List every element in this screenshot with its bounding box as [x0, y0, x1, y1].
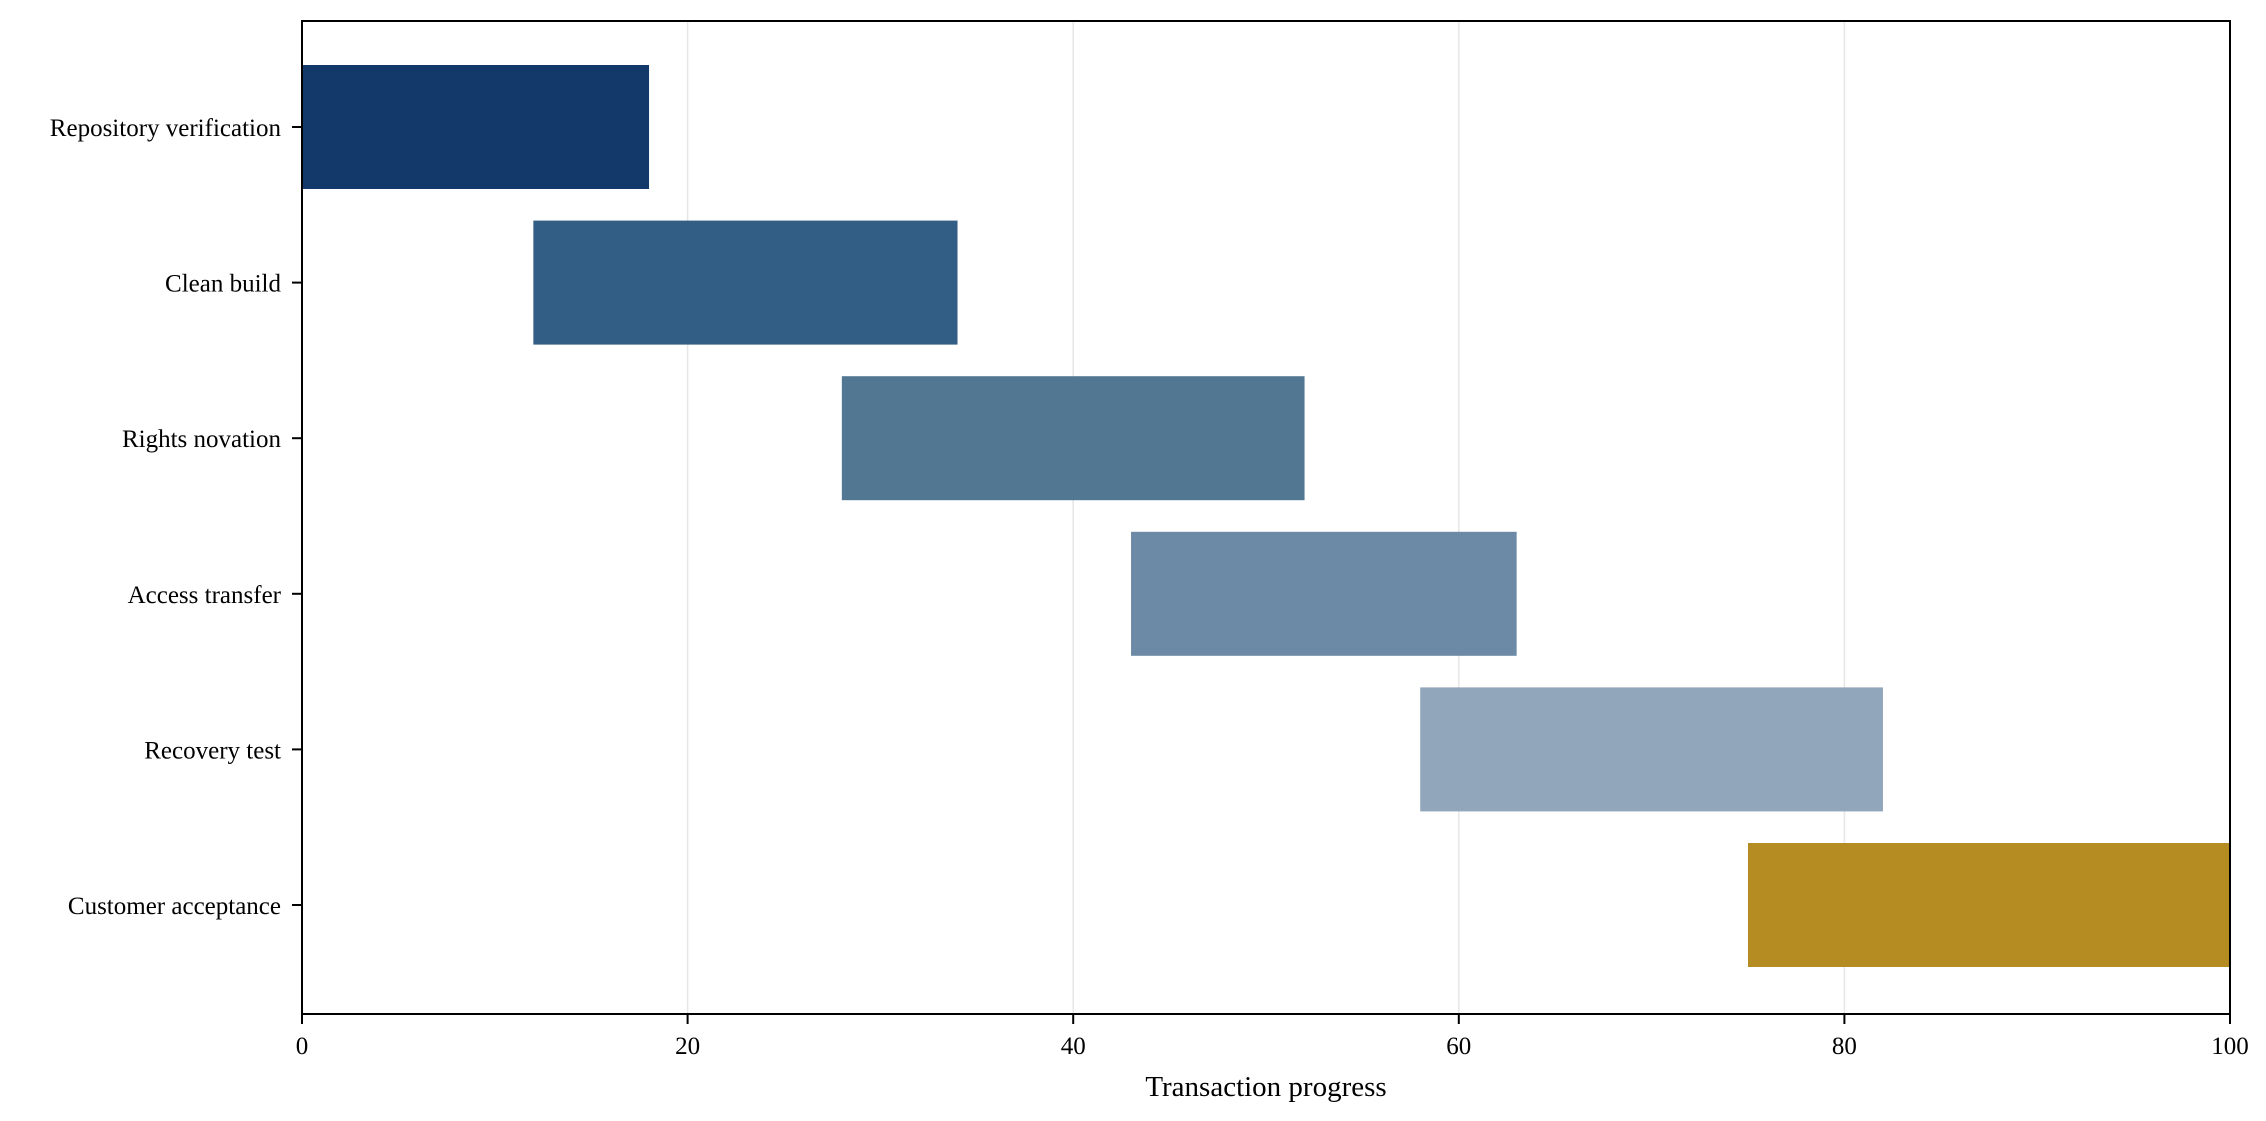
x-axis-ticks: 0 20 40 60 80 100 — [296, 1014, 2249, 1060]
task-bar — [533, 220, 958, 345]
y-tick-label: Access transfer — [128, 582, 282, 609]
x-tick-label: 40 — [1061, 1033, 1086, 1060]
y-tick-label: Recovery test — [144, 737, 281, 764]
y-tick-label: Rights novation — [122, 426, 282, 453]
x-tick-label: 20 — [675, 1033, 700, 1060]
y-tick-label: Customer acceptance — [68, 893, 281, 920]
task-bars — [302, 65, 2230, 967]
x-tick-label: 100 — [2211, 1033, 2249, 1060]
grid-lines — [686, 21, 1846, 1014]
y-tick-label: Repository verification — [50, 115, 282, 142]
task-bar — [1131, 531, 1517, 656]
x-tick-label: 80 — [1832, 1033, 1857, 1060]
x-axis-label: Transaction progress — [1145, 1071, 1386, 1103]
y-tick-label: Clean build — [165, 271, 281, 298]
plot-frame — [301, 20, 2231, 1015]
task-bar — [302, 65, 650, 189]
x-tick-label: 0 — [296, 1033, 309, 1060]
y-axis-ticks: Repository verification Clean build Rights… — [50, 115, 302, 920]
task-bar — [841, 376, 1305, 501]
x-tick-label: 60 — [1446, 1033, 1471, 1060]
task-bar — [1748, 843, 2230, 967]
task-bar — [1420, 687, 1883, 812]
